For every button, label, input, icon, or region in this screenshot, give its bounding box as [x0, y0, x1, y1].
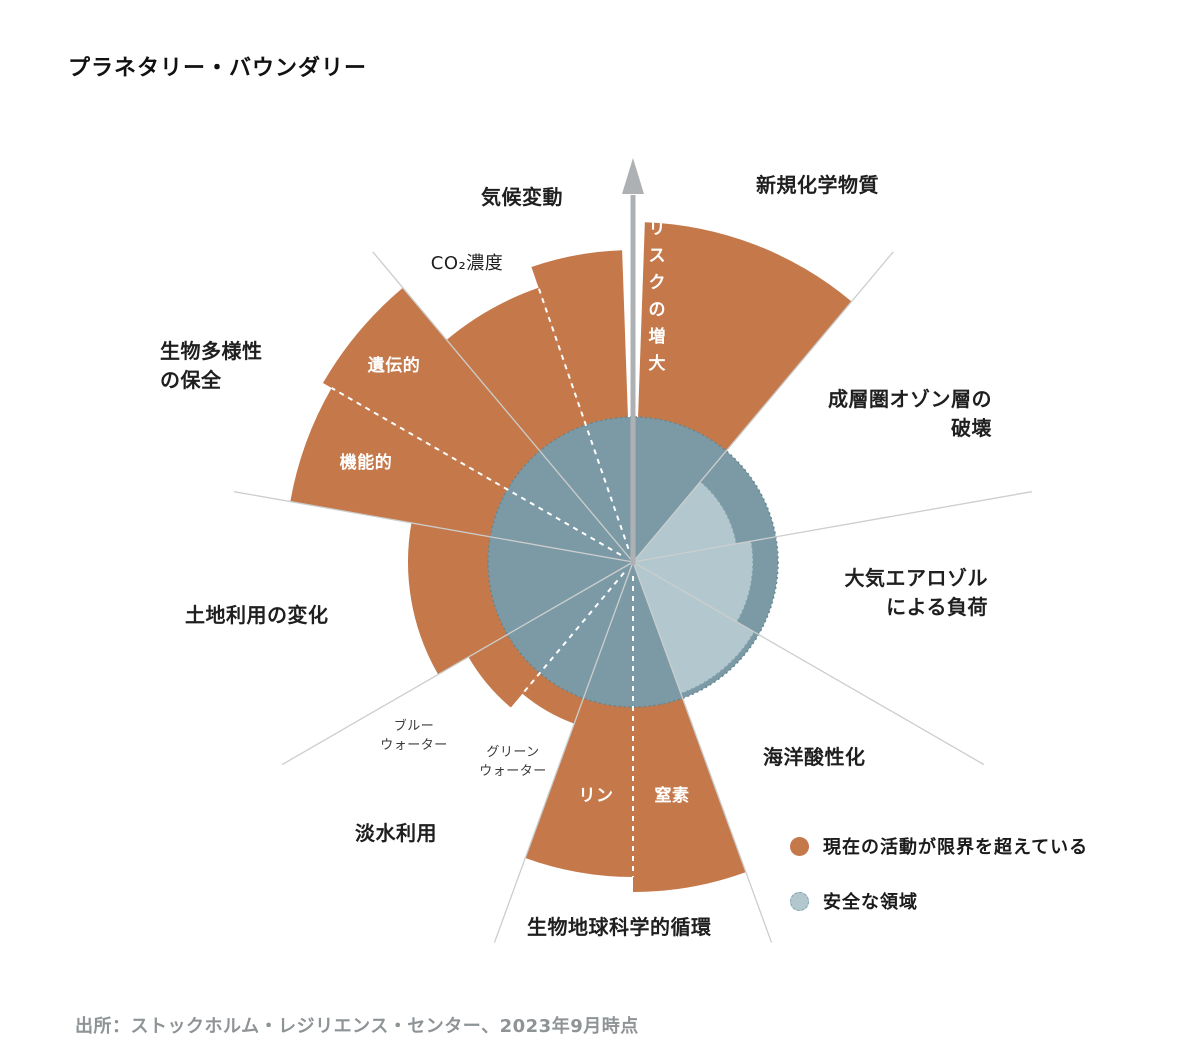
legend-label-exceeded: 現在の活動が限界を超えている: [823, 837, 1089, 858]
label-freshwater: 淡水利用: [355, 821, 437, 845]
sublabel-blue-water: ブルーウォーター: [380, 718, 448, 753]
label-biosphere: 生物多様性の保全: [160, 339, 263, 392]
sublabel-functional: 機能的: [340, 452, 393, 473]
safe-wedge-aerosols: [633, 541, 754, 622]
divider-line: [234, 491, 634, 563]
risk-arrow-head-icon: [622, 158, 644, 194]
safe-arc-ozone: [700, 480, 738, 544]
sublabel-genetic: 遺伝的: [368, 355, 421, 376]
risk-axis-label: リスクの増大: [649, 219, 666, 374]
divider-line: [632, 491, 1032, 563]
sublabel-nitrogen: 窒素: [655, 785, 690, 806]
legend: 現在の活動が限界を超えている 安全な領域: [790, 832, 1088, 942]
exceeded-swatch-icon: [790, 836, 809, 856]
safe-arc-aerosols: [736, 541, 754, 623]
sublabel-green-water: グリーンウォーター: [479, 745, 547, 779]
divider-line: [632, 561, 985, 766]
sublabel-phosphorus: リン: [579, 786, 614, 806]
sublabel-co2-concentration: CO₂濃度: [431, 253, 503, 274]
divider-line: [632, 561, 773, 943]
page-title: プラネタリー・バウンダリー: [68, 56, 368, 81]
label-land-use: 土地利用の変化: [185, 603, 329, 627]
legend-item-exceeded: 現在の活動が限界を超えている: [790, 832, 1088, 860]
safe-wedge-ocean-acidification: [633, 562, 755, 694]
divider-line: [632, 251, 894, 563]
legend-label-safe: 安全な領域: [823, 892, 918, 913]
label-ocean-acidification: 海洋酸性化: [763, 745, 866, 769]
label-novel-entities: 新規化学物質: [756, 173, 879, 197]
divider-line: [372, 251, 634, 563]
label-aerosols: 大気エアロゾルによる負荷: [845, 566, 989, 619]
label-climate: 気候変動: [481, 185, 563, 209]
label-biogeochemical-flows: 生物地球科学的循環: [527, 915, 712, 939]
divider-line: [281, 561, 634, 766]
safe-wedge-ozone: [633, 481, 737, 562]
label-ozone: 成層圏オゾン層の破壊: [828, 387, 993, 440]
source-note: 出所：ストックホルム・レジリエンス・センター、2023年9月時点: [75, 1016, 639, 1037]
safe-swatch-icon: [790, 891, 809, 911]
legend-item-safe: 安全な領域: [790, 887, 1088, 915]
divider-line: [493, 561, 634, 943]
sub-divider-line: [521, 572, 625, 695]
